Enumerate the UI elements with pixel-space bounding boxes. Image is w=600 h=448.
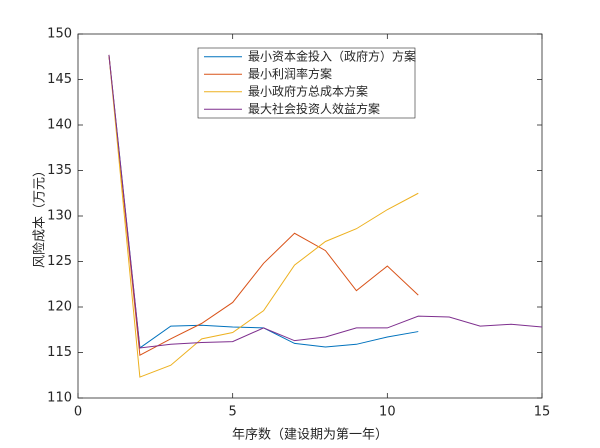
y-tick-label: 120	[47, 300, 72, 315]
legend-box	[197, 47, 416, 119]
x-tick-label: 0	[74, 405, 82, 420]
y-tick-label: 145	[47, 72, 72, 87]
y-tick-label: 115	[47, 345, 72, 360]
y-tick-label: 140	[47, 118, 72, 133]
legend-label: 最小政府方总成本方案	[248, 83, 368, 98]
y-tick-label: 110	[47, 391, 72, 406]
legend-label: 最小利润率方案	[248, 66, 332, 81]
x-tick-label: 5	[229, 405, 237, 420]
x-tick-label: 15	[534, 405, 551, 420]
x-tick-label: 10	[379, 405, 396, 420]
legend-label: 最大社会投资人效益方案	[248, 101, 380, 116]
y-axis-label: 风险成本（万元）	[33, 164, 48, 268]
x-axis-label: 年序数（建设期为第一年）	[232, 428, 388, 443]
y-tick-label: 130	[47, 209, 72, 224]
y-tick-label: 125	[47, 254, 72, 269]
line-series	[108, 54, 419, 378]
line-series	[108, 54, 543, 349]
line-series	[108, 54, 419, 357]
legend-label: 最小资本金投入（政府方）方案	[248, 48, 416, 63]
y-tick-label: 150	[47, 27, 72, 42]
y-tick-label: 135	[47, 163, 72, 178]
